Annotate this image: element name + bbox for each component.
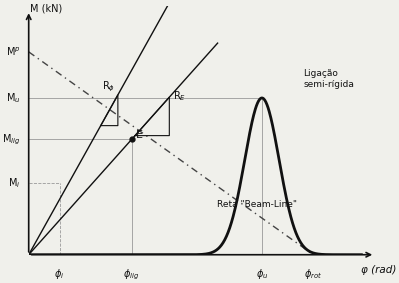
- Text: R$_\phi$: R$_\phi$: [103, 80, 116, 94]
- Text: $\phi_i$: $\phi_i$: [54, 267, 65, 281]
- Text: φ (rad): φ (rad): [361, 265, 396, 275]
- Text: M$_u$: M$_u$: [6, 91, 20, 105]
- Text: $\phi_u$: $\phi_u$: [256, 267, 268, 281]
- Text: Reta "Beam-Line": Reta "Beam-Line": [217, 200, 297, 209]
- Text: $\phi_{lig}$: $\phi_{lig}$: [123, 267, 140, 282]
- Text: R$_E$: R$_E$: [173, 89, 186, 103]
- Text: E: E: [136, 130, 143, 140]
- Text: M$_i$: M$_i$: [8, 176, 20, 190]
- Text: M (kN): M (kN): [30, 3, 63, 13]
- Text: $\phi_{rot}$: $\phi_{rot}$: [304, 267, 322, 281]
- Text: M$_{lig}$: M$_{lig}$: [2, 132, 20, 147]
- Text: M$^p$: M$^p$: [6, 46, 20, 58]
- Text: Ligação
semi-rígida: Ligação semi-rígida: [303, 69, 354, 89]
